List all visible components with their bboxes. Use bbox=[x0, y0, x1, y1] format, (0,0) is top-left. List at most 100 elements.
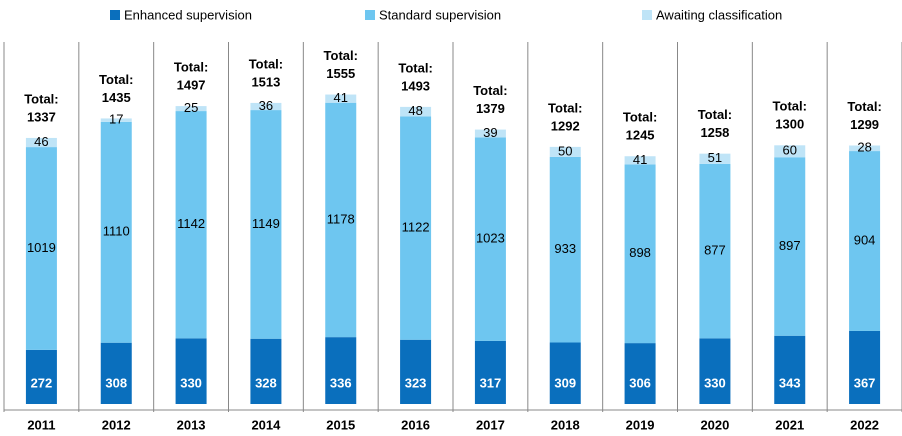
value-label: 336 bbox=[330, 375, 352, 390]
bar-segment bbox=[699, 338, 731, 404]
value-label: 1149 bbox=[252, 216, 280, 231]
total-caption: Total: bbox=[548, 100, 582, 115]
bar-segment bbox=[25, 147, 57, 350]
value-label: 898 bbox=[629, 245, 651, 260]
x-tick-label: 2013 bbox=[177, 417, 206, 432]
x-tick-label: 2016 bbox=[401, 417, 430, 432]
total-caption: Total: bbox=[698, 107, 732, 122]
value-label: 367 bbox=[854, 375, 876, 390]
total-caption: Total: bbox=[398, 60, 432, 75]
bar-segment bbox=[325, 102, 357, 338]
total-value: 1258 bbox=[700, 125, 729, 140]
bar-segment bbox=[774, 157, 806, 336]
legend-label: Enhanced supervision bbox=[124, 7, 252, 22]
bar-segment bbox=[849, 145, 881, 152]
bar-segment bbox=[474, 129, 506, 138]
value-label: 306 bbox=[629, 375, 651, 390]
total-value: 1379 bbox=[476, 101, 505, 116]
bar-segment bbox=[250, 110, 282, 339]
total-caption: Total: bbox=[623, 110, 657, 125]
bar-segment bbox=[624, 164, 656, 344]
value-label: 343 bbox=[779, 375, 801, 390]
bar-segment bbox=[699, 163, 731, 339]
total-caption: Total: bbox=[324, 48, 358, 63]
value-label: 1122 bbox=[402, 220, 430, 235]
value-label: 41 bbox=[633, 152, 647, 167]
bar-segment bbox=[849, 330, 881, 404]
value-label: 41 bbox=[334, 90, 348, 105]
bar-segment bbox=[25, 349, 57, 404]
bar-segment bbox=[624, 156, 656, 165]
value-label: 50 bbox=[558, 143, 572, 158]
bar-segment bbox=[250, 102, 282, 111]
bar-segment bbox=[400, 339, 432, 404]
bar-segment bbox=[175, 338, 207, 404]
bar-segment bbox=[100, 121, 132, 343]
value-label: 330 bbox=[704, 375, 726, 390]
bar-segment bbox=[774, 145, 806, 158]
bar-segment bbox=[250, 338, 282, 404]
value-label: 51 bbox=[708, 150, 722, 165]
bar-segment bbox=[624, 343, 656, 404]
legend-swatch bbox=[110, 10, 120, 20]
bar-segment bbox=[474, 340, 506, 404]
total-value: 1299 bbox=[850, 117, 879, 132]
value-label: 48 bbox=[408, 103, 422, 118]
bar-segment bbox=[100, 118, 132, 122]
bar-segment bbox=[325, 94, 357, 103]
legend-swatch bbox=[365, 10, 375, 20]
legend-label: Standard supervision bbox=[379, 7, 501, 22]
bar-segment bbox=[175, 111, 207, 339]
value-label: 17 bbox=[109, 112, 123, 127]
value-label: 272 bbox=[31, 375, 53, 390]
value-label: 46 bbox=[34, 134, 48, 149]
value-label: 1110 bbox=[103, 224, 130, 239]
total-value: 1292 bbox=[551, 118, 580, 133]
x-tick-label: 2021 bbox=[775, 417, 804, 432]
value-label: 1142 bbox=[177, 216, 205, 231]
value-label: 933 bbox=[554, 241, 576, 256]
x-tick-label: 2012 bbox=[102, 417, 131, 432]
value-label: 25 bbox=[184, 100, 198, 115]
bar-segment bbox=[549, 146, 581, 157]
bar-segment bbox=[774, 335, 806, 404]
value-label: 309 bbox=[554, 375, 576, 390]
bar-segment bbox=[175, 106, 207, 112]
bar-segment bbox=[325, 337, 357, 404]
value-label: 1023 bbox=[476, 231, 505, 246]
x-tick-label: 2015 bbox=[326, 417, 355, 432]
value-label: 877 bbox=[704, 243, 726, 258]
value-label: 323 bbox=[405, 375, 427, 390]
total-caption: Total: bbox=[174, 60, 208, 75]
total-value: 1245 bbox=[626, 128, 655, 143]
x-tick-label: 2014 bbox=[251, 417, 281, 432]
bar-segment bbox=[549, 342, 581, 404]
bar-segment bbox=[400, 116, 432, 340]
bar-segment bbox=[699, 153, 731, 164]
value-label: 328 bbox=[255, 375, 277, 390]
total-caption: Total: bbox=[249, 56, 283, 71]
total-value: 1497 bbox=[177, 78, 206, 93]
value-label: 39 bbox=[483, 125, 497, 140]
value-label: 897 bbox=[779, 238, 801, 253]
bar-segment bbox=[549, 156, 581, 343]
x-tick-label: 2022 bbox=[850, 417, 879, 432]
total-value: 1337 bbox=[27, 109, 56, 124]
value-label: 60 bbox=[783, 143, 797, 158]
x-tick-label: 2018 bbox=[551, 417, 580, 432]
value-label: 308 bbox=[105, 375, 127, 390]
total-caption: Total: bbox=[24, 91, 58, 106]
bar-segment bbox=[400, 106, 432, 117]
x-tick-label: 2011 bbox=[27, 417, 55, 432]
total-value: 1493 bbox=[401, 78, 430, 93]
legend-label: Awaiting classification bbox=[656, 7, 782, 22]
bar-segment bbox=[100, 342, 132, 404]
value-label: 317 bbox=[480, 375, 502, 390]
total-caption: Total: bbox=[99, 72, 133, 87]
x-tick-label: 2017 bbox=[476, 417, 505, 432]
total-value: 1513 bbox=[251, 74, 280, 89]
legend-swatch bbox=[642, 10, 652, 20]
total-value: 1435 bbox=[102, 90, 131, 105]
value-label: 330 bbox=[180, 375, 202, 390]
